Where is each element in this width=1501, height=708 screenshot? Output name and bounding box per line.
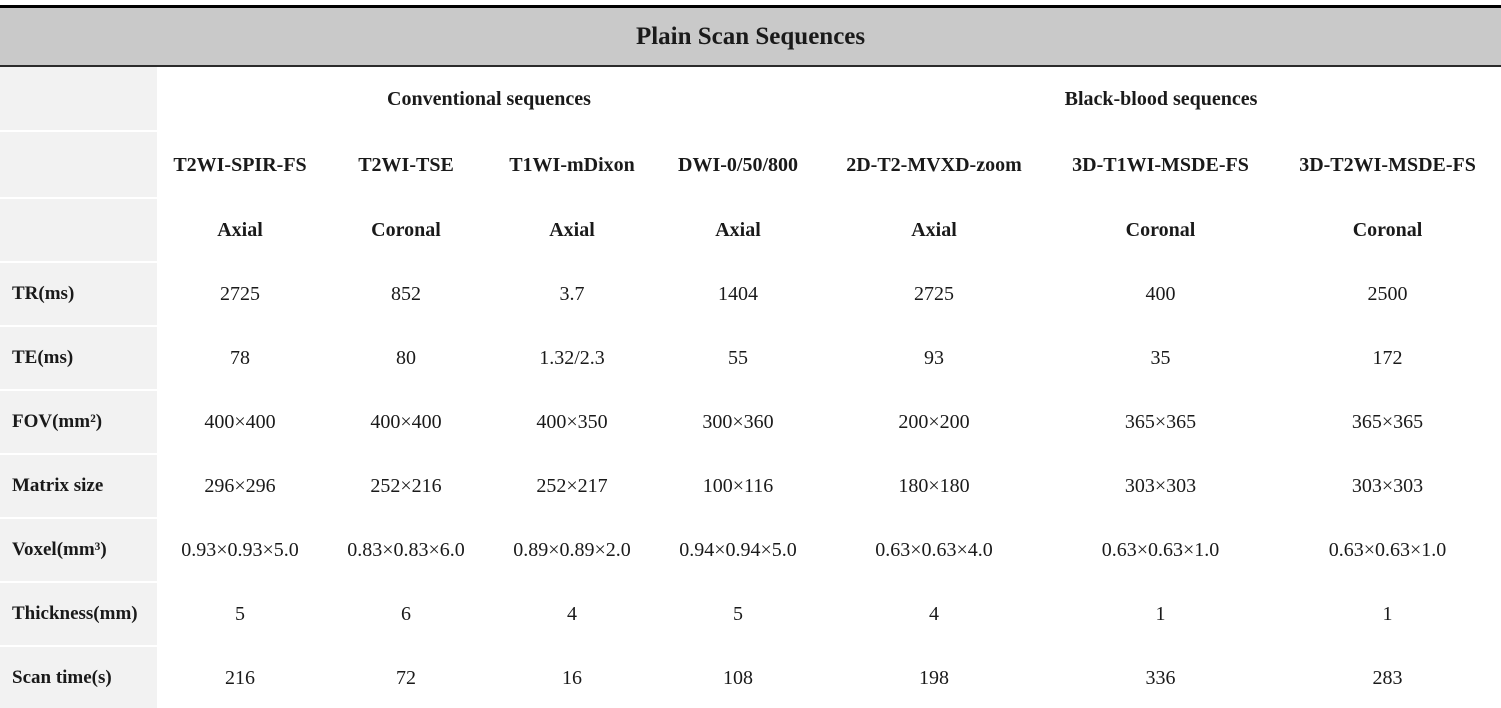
- cell: 6: [401, 603, 411, 625]
- cell: 336: [1145, 666, 1176, 689]
- cell: 1404: [718, 283, 758, 305]
- row-label: Matrix size: [0, 454, 157, 519]
- row-label: Scan time(s): [0, 646, 157, 708]
- cell: 4: [567, 603, 577, 625]
- cell: 216: [225, 666, 255, 689]
- cell: 0.94×0.94×5.0: [679, 539, 797, 561]
- table-title: Plain Scan Sequences: [0, 6, 1501, 67]
- cell: 0.89×0.89×2.0: [513, 539, 631, 561]
- table-row-fov: FOV(mm²) 400×400 400×400 400×350 300×360…: [0, 390, 1501, 455]
- table-row-voxel: Voxel(mm³) 0.93×0.93×5.0 0.83×0.83×6.0 0…: [0, 518, 1501, 583]
- cell: 296×296: [204, 475, 276, 497]
- row-label: TR(ms): [0, 262, 157, 327]
- cell: 0.93×0.93×5.0: [181, 539, 299, 561]
- cell: 365×365: [1124, 411, 1197, 433]
- cell: 2725: [220, 283, 260, 305]
- orientation-cell: Coronal: [1352, 219, 1423, 241]
- orientation-cell: Axial: [911, 219, 957, 241]
- cell: 72: [396, 666, 416, 689]
- cell: 400×400: [204, 411, 276, 433]
- cell: 180×180: [898, 475, 970, 497]
- cell: 2725: [914, 283, 954, 305]
- scan-sequences-table: Plain Scan Sequences Conventional sequen…: [0, 5, 1501, 708]
- column-header: T1WI-mDixon: [509, 153, 635, 176]
- cell: 1: [1155, 603, 1166, 625]
- sequence-name-row: T2WI-SPIR-FS T2WI-TSE T1WI-mDixon DWI-0/…: [0, 131, 1501, 199]
- group-header-black-blood: Black-blood sequences: [1064, 88, 1258, 110]
- cell: 400: [1145, 283, 1176, 305]
- cell: 35: [1150, 347, 1171, 369]
- cell: 1.32/2.3: [539, 347, 605, 369]
- cell: 93: [924, 347, 944, 369]
- column-header: 2D-T2-MVXD-zoom: [846, 153, 1022, 176]
- corner-cell: [0, 66, 157, 132]
- cell: 16: [562, 666, 582, 689]
- row-label: Thickness(mm): [0, 582, 157, 647]
- orientation-row: Axial Coronal Axial Axial Axial Coronal …: [0, 198, 1501, 263]
- cell: 0.63×0.63×1.0: [1328, 539, 1447, 561]
- column-header: T2WI-SPIR-FS: [173, 153, 307, 176]
- cell: 100×116: [702, 475, 774, 497]
- cell: 2500: [1367, 283, 1408, 305]
- cell: 200×200: [898, 411, 970, 433]
- table-row-tr: TR(ms) 2725 852 3.7 1404 2725 400 2500: [0, 262, 1501, 327]
- cell: 1: [1382, 603, 1393, 625]
- orientation-cell: Coronal: [371, 219, 441, 241]
- corner-cell: [0, 131, 157, 199]
- orientation-cell: Axial: [549, 219, 595, 241]
- cell: 303×303: [1124, 475, 1197, 497]
- cell: 252×217: [536, 475, 608, 497]
- cell: 198: [919, 666, 949, 689]
- orientation-cell: Coronal: [1125, 219, 1196, 241]
- cell: 80: [396, 347, 416, 369]
- cell: 283: [1372, 666, 1403, 689]
- cell: 300×360: [702, 411, 774, 433]
- cell: 5: [235, 603, 245, 625]
- cell: 78: [230, 347, 250, 369]
- group-header-conventional: Conventional sequences: [387, 88, 591, 110]
- cell: 4: [929, 603, 939, 625]
- table-row-matrix: Matrix size 296×296 252×216 252×217 100×…: [0, 454, 1501, 519]
- orientation-cell: Axial: [217, 219, 263, 241]
- table-title-row: Plain Scan Sequences: [0, 6, 1501, 67]
- cell: 55: [728, 347, 748, 369]
- cell: 400×400: [370, 411, 442, 433]
- orientation-cell: Axial: [715, 219, 761, 241]
- row-label: Voxel(mm³): [0, 518, 157, 583]
- cell: 252×216: [370, 475, 442, 497]
- cell: 303×303: [1351, 475, 1424, 497]
- column-header: T2WI-TSE: [358, 153, 454, 176]
- row-label: FOV(mm²): [0, 390, 157, 455]
- cell: 365×365: [1351, 411, 1424, 433]
- cell: 0.63×0.63×4.0: [875, 539, 993, 561]
- cell: 852: [391, 283, 421, 305]
- group-header-row: Conventional sequences Black-blood seque…: [0, 66, 1501, 132]
- corner-cell: [0, 198, 157, 263]
- cell: 172: [1372, 347, 1403, 369]
- column-header: 3D-T1WI-MSDE-FS: [1072, 153, 1249, 176]
- cell: 3.7: [559, 283, 585, 305]
- cell: 400×350: [536, 411, 608, 433]
- cell: 5: [733, 603, 743, 625]
- table-row-scantime: Scan time(s) 216 72 16 108 198 336 283: [0, 646, 1501, 708]
- table-row-thickness: Thickness(mm) 5 6 4 5 4 1 1: [0, 582, 1501, 647]
- cell: 108: [723, 666, 753, 689]
- table-row-te: TE(ms) 78 80 1.32/2.3 55 93 35 172: [0, 326, 1501, 391]
- column-header: DWI-0/50/800: [678, 153, 798, 176]
- column-header: 3D-T2WI-MSDE-FS: [1299, 153, 1476, 176]
- row-label: TE(ms): [0, 326, 157, 391]
- cell: 0.63×0.63×1.0: [1101, 539, 1220, 561]
- cell: 0.83×0.83×6.0: [347, 539, 465, 561]
